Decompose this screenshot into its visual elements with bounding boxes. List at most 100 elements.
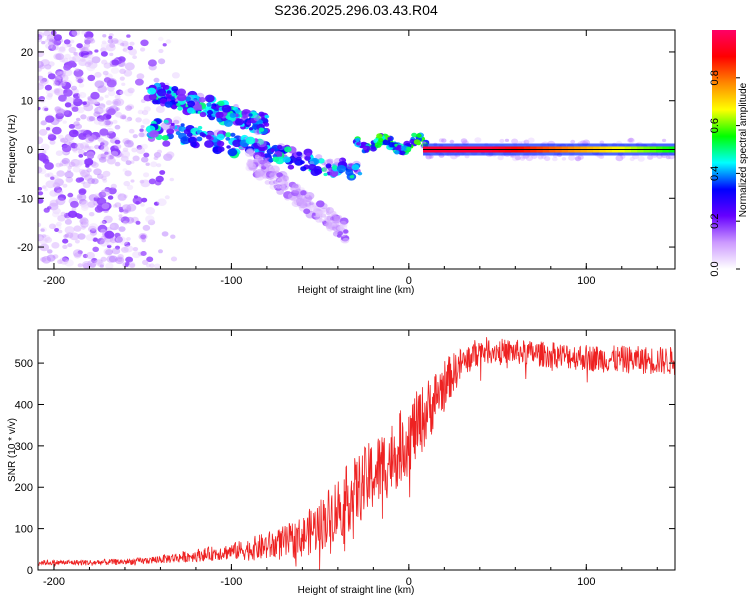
spectrogram-blob bbox=[81, 204, 89, 211]
spectrogram-blob bbox=[55, 80, 61, 85]
spectrogram-blob bbox=[114, 161, 121, 167]
spectrogram-blob bbox=[300, 166, 307, 172]
spectrogram-blob bbox=[55, 69, 64, 76]
spectrogram-blob bbox=[577, 154, 584, 160]
spectrogram-blob bbox=[121, 115, 127, 120]
spectrogram-blob bbox=[123, 245, 134, 253]
spectrogram-blob bbox=[82, 130, 93, 138]
spectrogram-blob bbox=[104, 230, 115, 239]
spectrogram-blob bbox=[39, 64, 46, 70]
spectrogram-blob bbox=[416, 133, 422, 138]
spectrogram-blob bbox=[520, 154, 527, 159]
spectrogram-blob bbox=[247, 163, 257, 171]
spectrogram-blob bbox=[124, 62, 135, 71]
spectrogram-blob bbox=[77, 159, 85, 166]
spectrogram-blob bbox=[313, 205, 322, 213]
spectrogram-blob bbox=[129, 41, 135, 46]
spectrogram-blob bbox=[137, 109, 144, 115]
spectrogram-blob bbox=[199, 111, 207, 118]
spectrogram-blob bbox=[164, 101, 173, 108]
spectrogram-blob bbox=[73, 121, 80, 127]
spectrogram-blob bbox=[226, 145, 231, 149]
spectrogram-blob bbox=[296, 151, 303, 157]
spectrogram-blob bbox=[356, 142, 361, 146]
spectrogram-blob bbox=[103, 248, 114, 256]
spectrogram-blob bbox=[438, 138, 444, 143]
spectrogram-blob bbox=[177, 93, 187, 102]
spectrogram-blob bbox=[322, 220, 327, 225]
spectrogram-blob bbox=[309, 201, 314, 206]
spectrogram-blob bbox=[147, 219, 156, 226]
spectrogram-blob bbox=[118, 214, 123, 218]
spectrogram-blob bbox=[395, 146, 402, 152]
spectrogram-blob bbox=[312, 212, 317, 216]
spectrogram-blob bbox=[87, 260, 97, 268]
spectrogram-blob bbox=[100, 142, 105, 146]
spectrogram-blob bbox=[38, 234, 45, 242]
spectrogram-blob bbox=[105, 43, 116, 52]
spectrogram-blob bbox=[246, 160, 254, 167]
spectrogram-blob bbox=[265, 172, 275, 180]
spectrogram-blob bbox=[140, 234, 147, 240]
spectrogram-blob bbox=[67, 192, 74, 198]
spectrogram-blob bbox=[111, 59, 120, 66]
spectrogram-blob bbox=[515, 155, 521, 161]
spectrogram-blob bbox=[215, 111, 224, 119]
spectrogram-blob bbox=[44, 173, 50, 178]
spectrogram-blob bbox=[122, 147, 129, 152]
spectrogram-blob bbox=[514, 154, 521, 160]
spectrogram-blob bbox=[98, 103, 106, 109]
colorbar-tick-label: 0.6 bbox=[709, 118, 721, 133]
spectrogram-blob bbox=[256, 170, 264, 177]
spectrogram-blob bbox=[199, 132, 205, 137]
snr-x-tick-label: 100 bbox=[577, 576, 595, 588]
spectrogram-blob bbox=[246, 149, 254, 154]
spectrogram-blob bbox=[280, 178, 291, 187]
spectrogram-blob bbox=[170, 234, 176, 239]
spectrogram-blob bbox=[332, 220, 339, 227]
spectrogram-blob bbox=[76, 193, 87, 201]
spectrogram-blob bbox=[339, 220, 347, 227]
spectrogram-blob bbox=[115, 107, 120, 111]
spectrogram-blob bbox=[71, 159, 81, 167]
spectrogram-blob bbox=[75, 147, 80, 151]
spectrogram-blob bbox=[119, 68, 126, 75]
spectrogram-blob bbox=[187, 100, 196, 107]
spectrogram-blob bbox=[56, 71, 66, 80]
spectrogram-blob bbox=[101, 176, 107, 181]
spectrogram-blob bbox=[146, 256, 154, 263]
spectrogram-blob bbox=[40, 257, 47, 262]
spectrogram-blob bbox=[104, 94, 109, 99]
spectrogram-blob bbox=[97, 153, 106, 161]
spectrogram-blob bbox=[306, 202, 315, 209]
spectrogram-x-tick-label: 0 bbox=[406, 275, 412, 287]
spectrogram-blob bbox=[163, 85, 170, 90]
spectrogram-blob bbox=[65, 176, 74, 183]
spectrogram-blob bbox=[280, 185, 287, 190]
spectrogram-blob bbox=[102, 170, 111, 177]
spectrogram-blob bbox=[39, 245, 46, 251]
spectrogram-blob bbox=[114, 98, 125, 107]
spectrogram-blob bbox=[63, 110, 73, 118]
spectrogram-blob bbox=[293, 198, 303, 206]
spectrogram-blob bbox=[106, 157, 116, 165]
spectrogram-blob bbox=[136, 73, 145, 80]
spectrogram-blob bbox=[264, 122, 270, 127]
spectrogram-blob bbox=[43, 30, 51, 37]
spectrogram-blob bbox=[139, 128, 144, 132]
spectrogram-blob bbox=[75, 143, 85, 151]
spectrogram-blob bbox=[319, 218, 325, 223]
spectrogram-blob bbox=[55, 75, 63, 82]
spectrogram-blob bbox=[86, 168, 92, 173]
spectrogram-blob bbox=[100, 51, 108, 57]
spectrogram-blob bbox=[221, 104, 232, 113]
spectrogram-blob bbox=[628, 137, 635, 144]
spectrogram-blob bbox=[282, 174, 288, 180]
spectrogram-blob bbox=[173, 119, 180, 125]
spectrogram-blob bbox=[334, 215, 342, 222]
spectrogram-blob bbox=[552, 156, 558, 162]
spectrogram-blob bbox=[302, 203, 312, 211]
spectrogram-x-axis-label: Height of straight line (km) bbox=[298, 285, 415, 296]
spectrogram-blob bbox=[84, 61, 92, 68]
